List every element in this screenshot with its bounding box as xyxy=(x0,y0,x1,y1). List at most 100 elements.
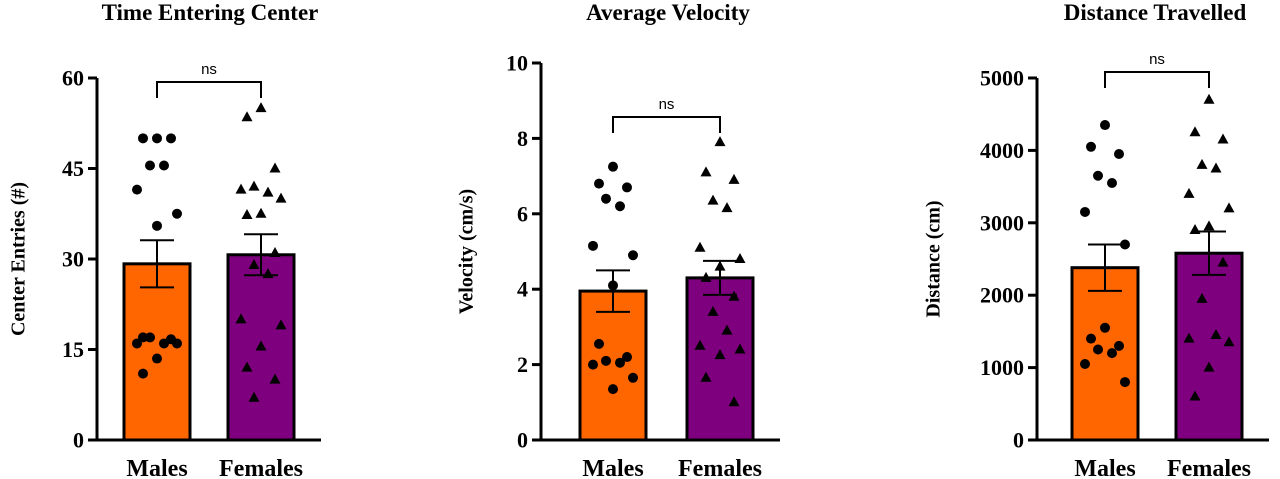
data-point xyxy=(721,324,733,335)
data-point xyxy=(1210,162,1222,173)
data-point xyxy=(132,184,142,195)
data-point xyxy=(1093,344,1103,355)
data-point xyxy=(1189,224,1201,235)
data-point xyxy=(608,161,618,172)
data-point xyxy=(255,207,267,218)
data-point xyxy=(700,371,712,382)
y-axis-label: Velocity (cm/s) xyxy=(456,189,478,314)
y-tick-label: 0 xyxy=(73,428,84,453)
x-tick-label: Females xyxy=(219,456,303,479)
data-point xyxy=(1210,329,1222,340)
data-point xyxy=(608,384,618,395)
data-point xyxy=(262,186,274,197)
chart-panel-2: Average Velocity Velocity (cm/s) 0 2 4 6 8 10 Ma… xyxy=(456,0,780,479)
bar-females xyxy=(1174,251,1244,442)
significance-bracket xyxy=(612,116,721,133)
data-point xyxy=(728,173,740,184)
data-point xyxy=(1183,187,1195,198)
data-point xyxy=(159,338,169,349)
data-point xyxy=(269,373,281,384)
chart-panel-1: Time Entering Center Center Entries (#) 0 1… xyxy=(8,0,321,479)
significance-bracket xyxy=(156,81,262,98)
data-point xyxy=(1223,336,1235,347)
data-point xyxy=(235,183,247,194)
data-point xyxy=(1080,358,1090,369)
data-point xyxy=(734,343,746,354)
y-axis-label: Center Entries (#) xyxy=(8,182,30,336)
data-point xyxy=(269,246,281,257)
data-point xyxy=(275,192,287,203)
data-point xyxy=(721,202,733,213)
data-point xyxy=(152,133,162,144)
chart-title: Distance Travelled xyxy=(1064,0,1247,25)
data-point xyxy=(138,368,148,379)
data-point xyxy=(694,241,706,252)
data-point xyxy=(601,193,611,204)
chart-panel-3: Distance Travelled Distance (cm) 0 1000 2000… xyxy=(923,0,1269,479)
data-point xyxy=(700,271,712,282)
data-point xyxy=(1203,93,1215,104)
data-point xyxy=(1107,177,1117,188)
data-point xyxy=(1114,149,1124,160)
data-point xyxy=(172,338,182,349)
data-point xyxy=(608,280,618,291)
y-tick-label: 1000 xyxy=(980,355,1024,380)
x-tick-label: Males xyxy=(1074,456,1135,479)
y-tick-label: 4000 xyxy=(980,138,1024,163)
data-point xyxy=(594,178,604,189)
data-point xyxy=(707,305,719,316)
data-point xyxy=(241,111,253,122)
data-point xyxy=(628,250,638,261)
data-point xyxy=(1189,390,1201,401)
y-tick-label: 3000 xyxy=(980,210,1024,235)
data-point xyxy=(166,133,176,144)
x-tick-label: Males xyxy=(582,456,643,479)
y-tick-label: 5000 xyxy=(980,66,1024,91)
data-point xyxy=(714,136,726,147)
data-point xyxy=(1217,133,1229,144)
data-point xyxy=(622,352,632,363)
data-point xyxy=(700,166,712,177)
data-point xyxy=(1196,158,1208,169)
data-point xyxy=(694,339,706,350)
y-tick-label: 45 xyxy=(62,156,84,181)
data-point xyxy=(594,338,604,349)
y-axis-label: Distance (cm) xyxy=(923,200,945,317)
significance-label: ns xyxy=(201,61,217,78)
data-point xyxy=(152,220,162,231)
data-point xyxy=(1203,220,1215,231)
data-point xyxy=(248,180,260,191)
data-point xyxy=(1086,141,1096,152)
data-point xyxy=(615,201,625,212)
y-tick-label: 60 xyxy=(62,66,84,91)
data-point xyxy=(588,359,598,370)
data-point xyxy=(628,372,638,383)
y-tick-label: 8 xyxy=(517,126,528,151)
data-point xyxy=(248,259,260,270)
data-point xyxy=(1093,170,1103,181)
data-point xyxy=(734,253,746,264)
data-point xyxy=(1183,332,1195,343)
data-point xyxy=(707,194,719,205)
data-point xyxy=(1107,348,1117,359)
data-point xyxy=(588,240,598,251)
data-point xyxy=(1080,206,1090,217)
bar-males xyxy=(1070,266,1140,442)
data-point xyxy=(241,361,253,372)
y-tick-label: 30 xyxy=(62,247,84,272)
data-point xyxy=(714,260,726,271)
data-point xyxy=(1223,202,1235,213)
data-point xyxy=(1100,322,1110,333)
data-point xyxy=(145,160,155,171)
data-point xyxy=(1189,126,1201,137)
data-point xyxy=(255,102,267,113)
data-point xyxy=(275,319,287,330)
x-tick-label: Males xyxy=(126,456,187,479)
data-point xyxy=(601,355,611,366)
x-tick-label: Females xyxy=(678,456,762,479)
data-point xyxy=(255,340,267,351)
data-point xyxy=(262,268,274,279)
data-point xyxy=(1114,340,1124,351)
data-point xyxy=(132,338,142,349)
